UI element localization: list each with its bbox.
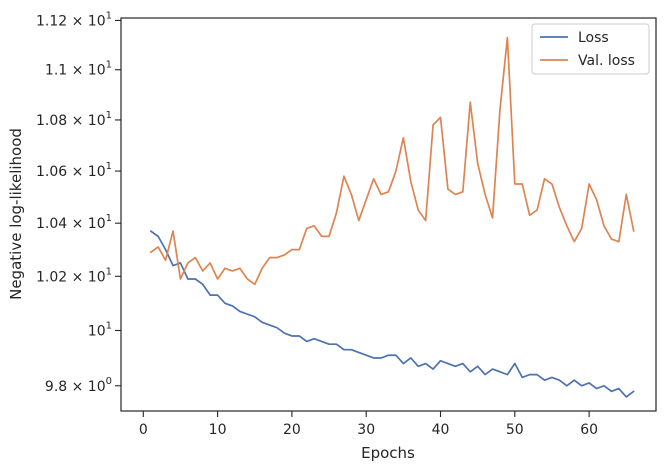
x-tick-label: 60: [580, 422, 598, 438]
x-tick-label: 20: [283, 422, 301, 438]
y-tick-label: 1.12 × 101: [36, 10, 112, 29]
y-tick-label: 1.02 × 101: [36, 266, 112, 285]
y-axis-ticks: 9.8 × 100 101 1.02 × 101 1.04 × 101 1.06 × 1…: [36, 10, 121, 395]
x-axis-label: Epochs: [361, 444, 415, 462]
y-tick-label: 101: [88, 320, 112, 339]
series-layer: [149, 36, 635, 398]
x-tick-label: 10: [209, 422, 227, 438]
x-tick-label: 30: [357, 422, 375, 438]
y-tick-label: 9.8 × 100: [45, 376, 112, 395]
plot-area: [120, 17, 657, 412]
y-tick-label: 1.06 × 101: [36, 161, 112, 180]
plot-frame: [120, 17, 657, 412]
y-tick-label: 1.08 × 101: [36, 110, 112, 129]
legend-label-val-loss: Val. loss: [578, 53, 635, 69]
x-axis-ticks: 0 10 20 30 40 50 60: [139, 411, 598, 438]
x-tick-label: 50: [506, 422, 524, 438]
series-line-val-loss: [149, 36, 635, 286]
legend-label-loss: Loss: [578, 30, 609, 46]
y-axis-label: Negative log-likelihood: [7, 128, 25, 300]
y-tick-label: 1.1 × 101: [45, 60, 112, 79]
legend: Loss Val. loss: [531, 23, 650, 75]
x-tick-label: 40: [432, 422, 450, 438]
x-tick-label: 0: [139, 422, 148, 438]
series-line-loss: [149, 230, 635, 398]
y-tick-label: 1.04 × 101: [36, 213, 112, 232]
